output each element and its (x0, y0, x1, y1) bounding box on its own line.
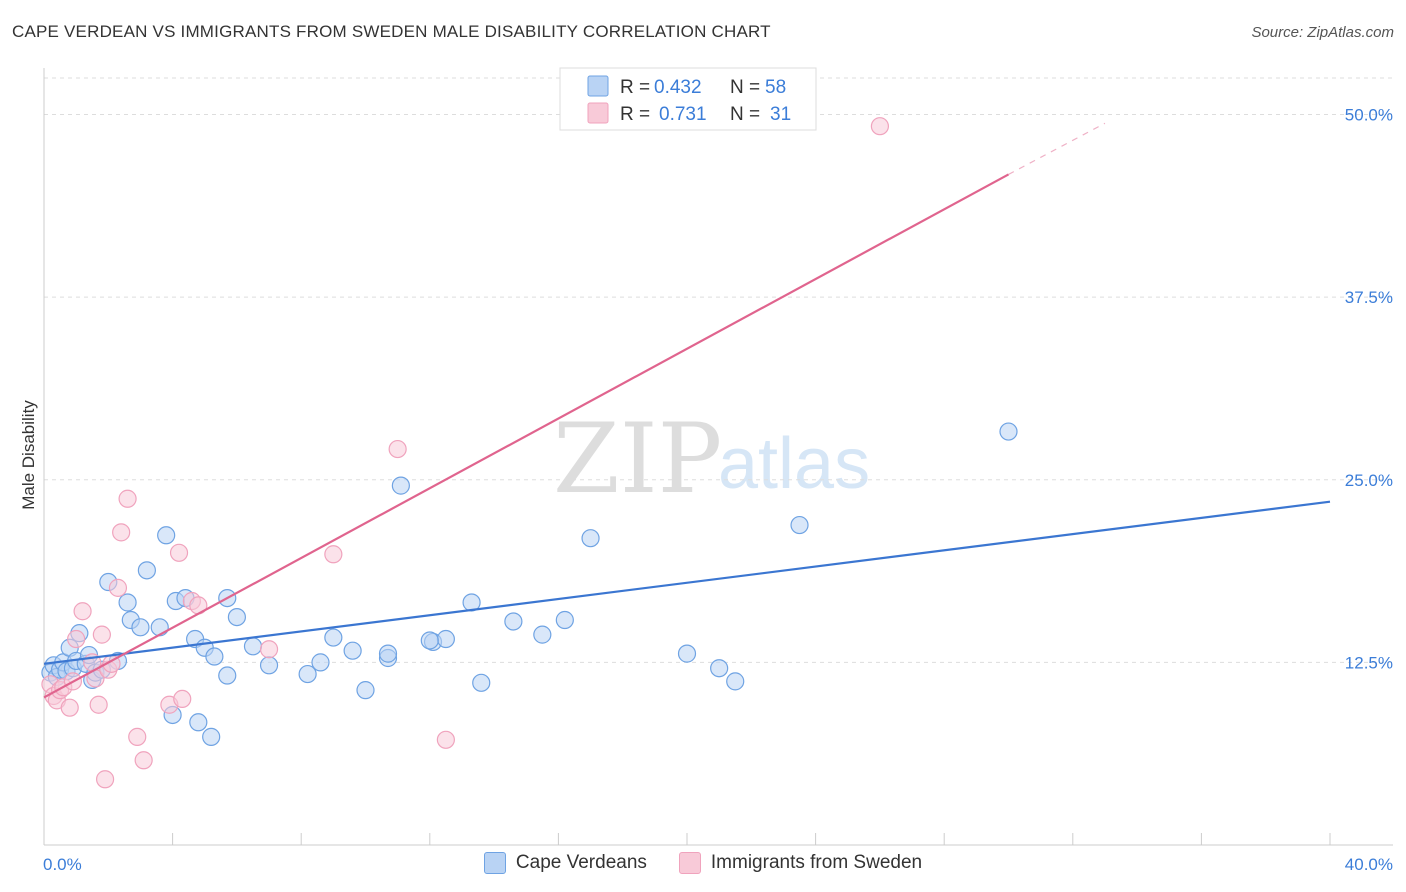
bottom-legend-item-immigrants-sweden: Immigrants from Sweden (678, 852, 923, 874)
chart-source: Source: ZipAtlas.com (1251, 24, 1394, 41)
legend-n-label-0: N = (730, 77, 760, 98)
data-point (436, 629, 455, 649)
data-point (378, 644, 398, 663)
data-points (41, 117, 1018, 789)
trend-line-1 (43, 173, 1010, 699)
data-point (533, 625, 552, 644)
chart-title: CAPE VERDEAN VS IMMIGRANTS FROM SWEDEN M… (12, 22, 771, 41)
data-point (388, 439, 407, 459)
legend-n-label-1: N = (730, 104, 760, 125)
data-point (259, 656, 279, 675)
data-point (420, 631, 439, 650)
axes (43, 68, 1393, 846)
series-points-0 (41, 422, 1018, 746)
grid (44, 77, 1393, 663)
data-point (324, 628, 343, 647)
data-point (790, 515, 809, 535)
data-point (227, 607, 246, 627)
trend-line-0 (43, 500, 1331, 665)
watermark: ZIP atlas (553, 403, 870, 515)
legend-r-value-1: 0.731 (659, 104, 707, 125)
data-point (343, 641, 362, 660)
data-point (202, 727, 221, 746)
data-point (134, 751, 153, 770)
trend-lines (43, 122, 1331, 699)
legend-swatch-cape-verdeans (587, 75, 609, 97)
bottom-legend-swatch-immigrants-sweden (678, 852, 701, 874)
data-point (504, 612, 523, 631)
data-point (60, 698, 79, 717)
y-tick-label: 25.0% (1345, 471, 1393, 490)
y-tick-label: 37.5% (1345, 288, 1393, 307)
data-point (243, 637, 263, 656)
y-axis-label: Male Disability (19, 400, 38, 510)
data-point (436, 730, 455, 749)
data-point (108, 578, 128, 597)
data-point (726, 672, 745, 691)
legend-n-value-1: 31 (770, 104, 791, 125)
data-point (131, 618, 150, 637)
y-tick-label: 12.5% (1345, 653, 1393, 672)
bottom-legend-swatch-cape-verdeans (483, 852, 506, 874)
x-tick-label-max: 40.0% (1345, 855, 1393, 874)
data-point (157, 526, 176, 545)
data-point (555, 610, 574, 630)
x-tick-label-min: 0.0% (43, 855, 82, 874)
watermark-atlas: atlas (718, 424, 870, 504)
data-point (128, 727, 147, 746)
data-point (169, 543, 189, 562)
data-point (189, 713, 208, 732)
data-point (89, 695, 108, 714)
data-point (710, 659, 729, 678)
data-point (112, 523, 131, 542)
data-point (118, 489, 137, 508)
data-point (472, 673, 491, 692)
data-point (205, 647, 224, 666)
data-point (259, 640, 279, 659)
legend-r-label-1: R = (620, 104, 650, 125)
data-point (92, 625, 111, 644)
legend-r-value-0: 0.432 (654, 77, 702, 98)
data-point (173, 689, 192, 709)
data-point (118, 593, 137, 612)
data-point (324, 545, 343, 564)
bottom-legend-item-cape-verdeans: Cape Verdeans (483, 852, 647, 874)
data-point (298, 664, 317, 684)
y-tick-labels: 12.5% 25.0% 37.5% 50.0% (1345, 106, 1393, 673)
bottom-legend-label-cape-verdeans: Cape Verdeans (515, 852, 647, 873)
legend: R = 0.432 N = 58 R = 0.731 N = 31 (559, 67, 817, 131)
data-point (677, 644, 697, 663)
data-point (67, 629, 86, 649)
data-point (218, 666, 237, 685)
trend-line-extension-1 (1008, 122, 1106, 175)
legend-n-value-0: 58 (765, 77, 786, 98)
data-point (356, 681, 375, 700)
data-point (999, 422, 1018, 441)
data-point (391, 476, 410, 495)
data-point (150, 618, 169, 637)
data-point (137, 561, 156, 580)
bottom-legend-label-immigrants-sweden: Immigrants from Sweden (710, 852, 923, 873)
bottom-legend: Cape Verdeans Immigrants from Sweden (0, 852, 1406, 874)
legend-swatch-immigrants-sweden (587, 102, 609, 124)
data-point (581, 529, 600, 548)
data-point (95, 770, 115, 789)
data-point (311, 653, 330, 672)
watermark-zip: ZIP (553, 403, 722, 515)
data-point (73, 602, 92, 621)
legend-r-label-0: R = (620, 77, 650, 98)
y-tick-label: 50.0% (1345, 106, 1393, 125)
data-point (870, 117, 890, 136)
